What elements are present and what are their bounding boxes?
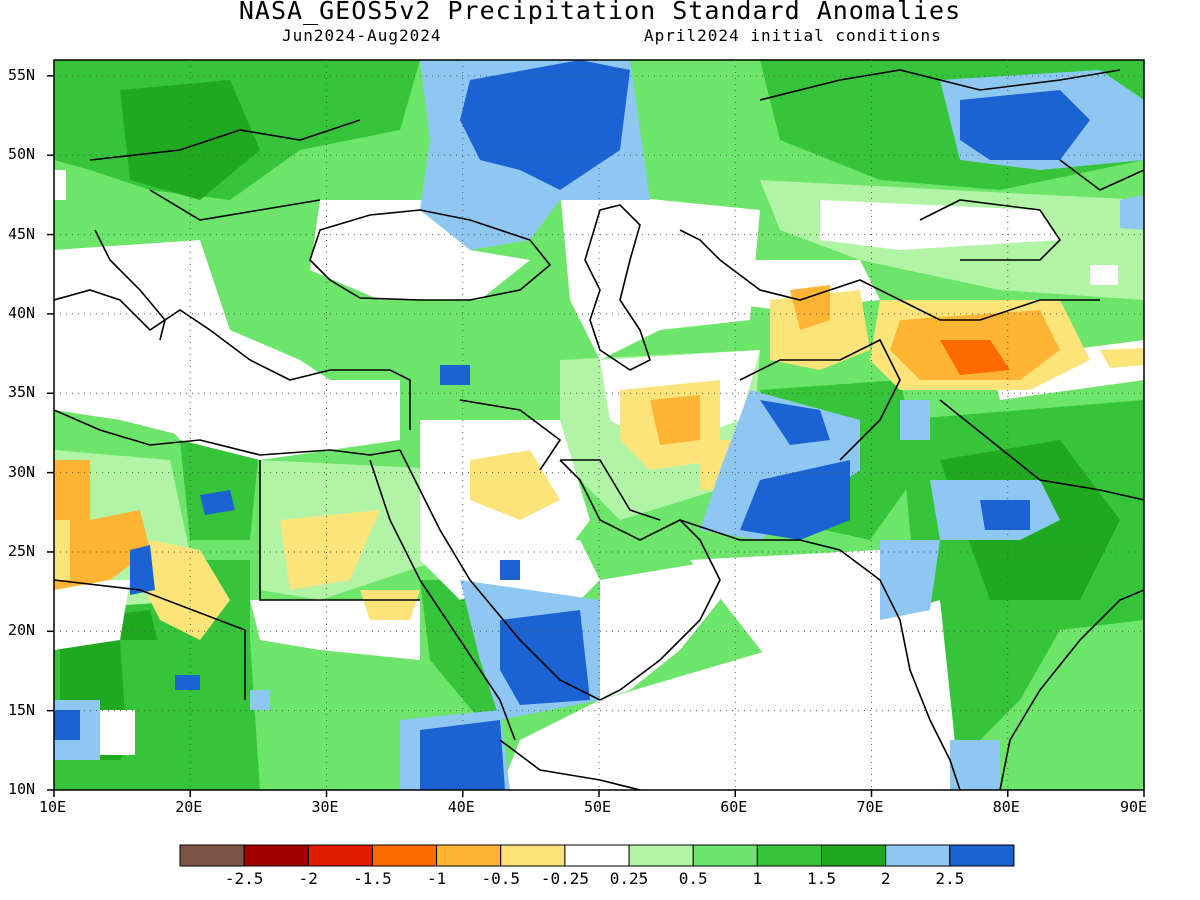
colorbar-label: -0.25 xyxy=(540,869,589,888)
colorbar-swatch xyxy=(371,844,438,867)
lat-label: 40N xyxy=(8,303,36,322)
colorbar-label: 2 xyxy=(880,869,891,888)
anomaly-field xyxy=(54,60,1144,790)
colorbar xyxy=(179,844,1015,867)
colorbar-swatch xyxy=(821,844,887,867)
axis-ticks xyxy=(47,75,1145,797)
lat-label: 30N xyxy=(8,462,36,481)
colorbar-label: 0.25 xyxy=(609,869,649,888)
colorbar-swatch xyxy=(243,844,309,867)
lon-label: 80E xyxy=(992,798,1020,816)
lon-label: 10E xyxy=(39,798,67,816)
colorbar-swatch xyxy=(692,844,758,867)
colorbar-label: 0.5 xyxy=(678,869,708,888)
colorbar-swatch xyxy=(179,844,245,867)
forecast-period: Jun2024-Aug2024 xyxy=(282,26,442,45)
lon-label: 70E xyxy=(856,798,884,816)
colorbar-label: 1 xyxy=(752,869,763,888)
colorbar-swatch xyxy=(307,844,373,867)
colorbar-swatch xyxy=(500,844,566,867)
lat-label: 35N xyxy=(8,383,36,402)
lon-label: 20E xyxy=(175,798,203,816)
lat-label: 25N xyxy=(8,541,36,560)
lon-label: 90E xyxy=(1120,798,1148,816)
colorbar-label: -1.5 xyxy=(353,869,392,888)
lon-label: 60E xyxy=(720,798,748,816)
colorbar-swatch xyxy=(949,844,1015,867)
lat-label: 10N xyxy=(8,780,36,798)
initial-conditions: April2024 initial conditions xyxy=(644,26,942,45)
lat-label: 15N xyxy=(8,700,36,719)
colorbar-label: -2.5 xyxy=(224,869,264,888)
colorbar-swatch xyxy=(885,844,951,867)
colorbar-swatch xyxy=(756,844,822,867)
colorbar-label: 1.5 xyxy=(807,869,836,888)
colorbar-label: -1 xyxy=(426,869,447,888)
lat-label: 20N xyxy=(8,621,36,640)
lat-label: 45N xyxy=(8,224,36,243)
lon-label: 30E xyxy=(311,798,339,816)
lon-label: 50E xyxy=(584,798,612,816)
lat-label: 50N xyxy=(8,145,36,164)
coastlines xyxy=(54,69,1144,790)
colorbar-label: -2 xyxy=(298,869,318,888)
map-title: NASA_GEOS5v2 Precipitation Standard Anom… xyxy=(238,0,962,25)
colorbar-swatch xyxy=(628,844,694,867)
colorbar-label: -0.5 xyxy=(481,869,521,888)
colorbar-swatch xyxy=(564,844,630,867)
lon-label: 40E xyxy=(447,798,475,816)
colorbar-swatch xyxy=(436,844,502,867)
lat-label: 55N xyxy=(8,65,36,84)
colorbar-label: 2.5 xyxy=(935,869,965,888)
